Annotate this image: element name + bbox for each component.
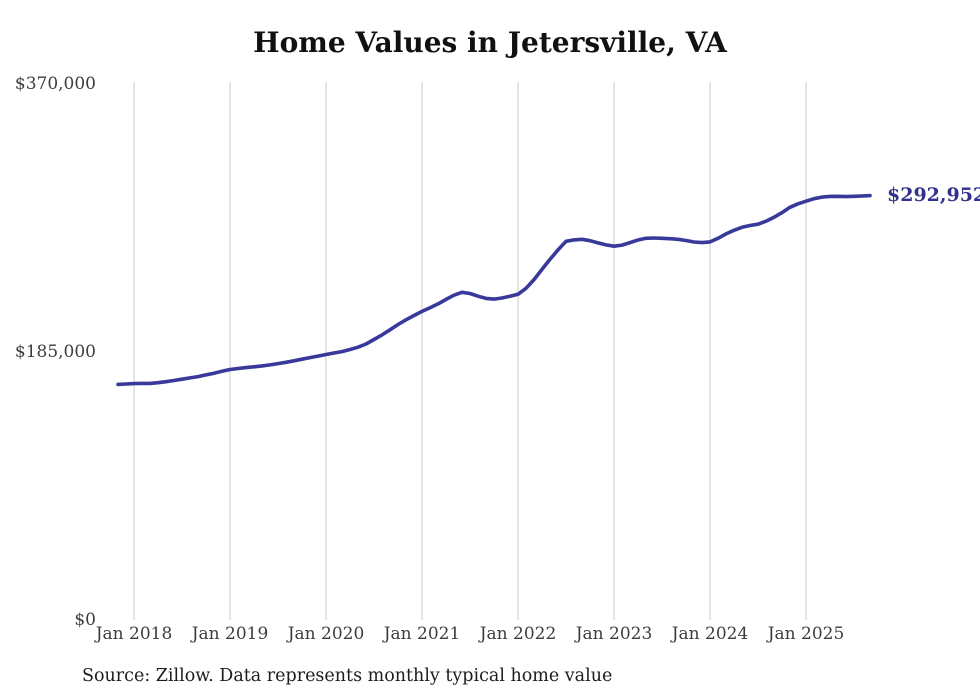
y-axis-tick-label: $370,000 xyxy=(14,74,96,94)
y-axis-tick-label: $185,000 xyxy=(14,342,96,362)
x-axis-tick-label: Jan 2018 xyxy=(95,624,173,644)
x-axis-tick-label: Jan 2025 xyxy=(767,624,845,644)
x-axis-tick-label: Jan 2020 xyxy=(287,624,365,644)
x-axis-tick-label: Jan 2019 xyxy=(191,624,269,644)
end-value-label: $292,952 xyxy=(887,183,980,206)
x-axis-tick-label: Jan 2024 xyxy=(671,624,749,644)
value-line xyxy=(116,193,872,387)
x-axis-tick-label: Jan 2021 xyxy=(383,624,461,644)
chart-title: Home Values in Jetersville, VA xyxy=(253,26,727,59)
y-axis-tick-label: $0 xyxy=(74,610,96,630)
source-note: Source: Zillow. Data represents monthly … xyxy=(82,666,613,686)
x-axis-tick-label: Jan 2022 xyxy=(479,624,557,644)
x-axis-tick-label: Jan 2023 xyxy=(575,624,653,644)
